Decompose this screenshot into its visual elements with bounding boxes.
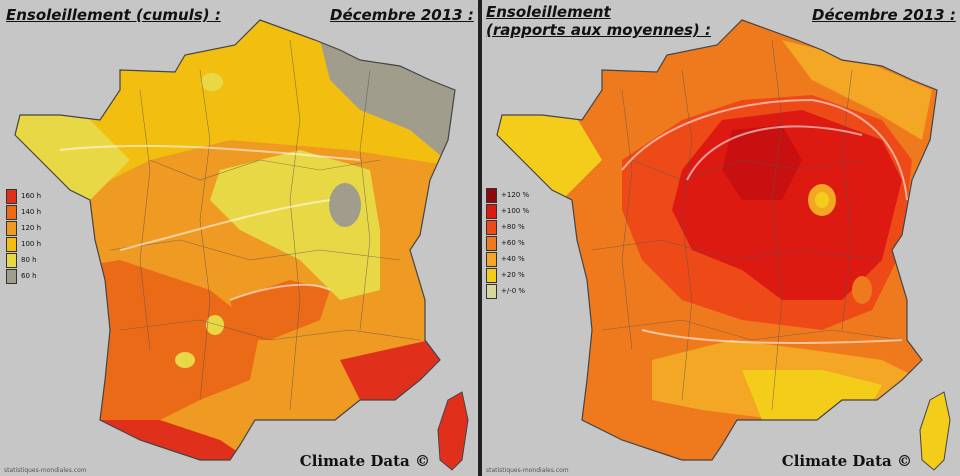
legend-label: 160 h: [21, 192, 42, 200]
legend-swatch: [6, 204, 17, 220]
legend-label: 60 h: [21, 272, 37, 280]
left-map-date: Décembre 2013 :: [330, 6, 474, 24]
legend-label: 80 h: [21, 256, 37, 264]
legend-swatch: [486, 187, 497, 203]
legend-item: +60 %: [486, 235, 529, 251]
legend-swatch: [6, 188, 17, 204]
legend-swatch: [486, 219, 497, 235]
legend-item: +20 %: [486, 267, 529, 283]
right-map-date: Décembre 2013 :: [812, 6, 956, 24]
legend-label: +100 %: [501, 207, 530, 215]
legend-label: +/-0 %: [501, 287, 526, 295]
legend-swatch: [6, 252, 17, 268]
legend-swatch: [6, 236, 17, 252]
france-sunshine-anomaly-map: [496, 19, 951, 471]
source-watermark: statistiques-mondiales.com: [4, 467, 87, 474]
right-map-title: Ensoleillement: [486, 3, 611, 21]
legend-item: +40 %: [486, 251, 529, 267]
legend-label: 100 h: [21, 240, 42, 248]
legend-swatch: [486, 267, 497, 283]
credit-label: Climate Data ©: [781, 452, 912, 470]
legend-item: 100 h: [6, 236, 41, 252]
cumulative-sunshine-panel: Ensoleillement (cumuls) : Décembre 2013 …: [0, 0, 478, 476]
legend-label: +40 %: [501, 255, 525, 263]
legend-label: +120 %: [501, 191, 530, 199]
legend-label: +80 %: [501, 223, 525, 231]
legend-item: 80 h: [6, 252, 41, 268]
right-legend: +120 % +100 % +80 % +60 % +40 % +20 % +/…: [486, 187, 529, 299]
legend-label: +20 %: [501, 271, 525, 279]
legend-item: 140 h: [6, 204, 41, 220]
panel-divider: [478, 0, 482, 476]
legend-swatch: [6, 220, 17, 236]
right-map-subtitle: (rapports aux moyennes) :: [486, 21, 711, 39]
legend-item: 160 h: [6, 188, 41, 204]
legend-swatch: [486, 203, 497, 219]
sunshine-anomaly-panel: Ensoleillement (rapports aux moyennes) :…: [482, 0, 960, 476]
legend-label: 140 h: [21, 208, 42, 216]
legend-swatch: [486, 283, 497, 299]
legend-label: 120 h: [21, 224, 42, 232]
legend-swatch: [6, 268, 17, 284]
legend-swatch: [486, 235, 497, 251]
legend-item: +120 %: [486, 187, 529, 203]
legend-label: +60 %: [501, 239, 525, 247]
legend-item: 120 h: [6, 220, 41, 236]
legend-item: +80 %: [486, 219, 529, 235]
france-sunshine-cumul-map: [14, 19, 469, 471]
source-watermark: statistiques-mondiales.com: [486, 467, 569, 474]
credit-label: Climate Data ©: [299, 452, 430, 470]
left-map-title: Ensoleillement (cumuls) :: [6, 6, 221, 24]
legend-item: +100 %: [486, 203, 529, 219]
left-legend: 160 h 140 h 120 h 100 h 80 h 60 h: [6, 188, 41, 284]
legend-item: +/-0 %: [486, 283, 529, 299]
legend-swatch: [486, 251, 497, 267]
legend-item: 60 h: [6, 268, 41, 284]
